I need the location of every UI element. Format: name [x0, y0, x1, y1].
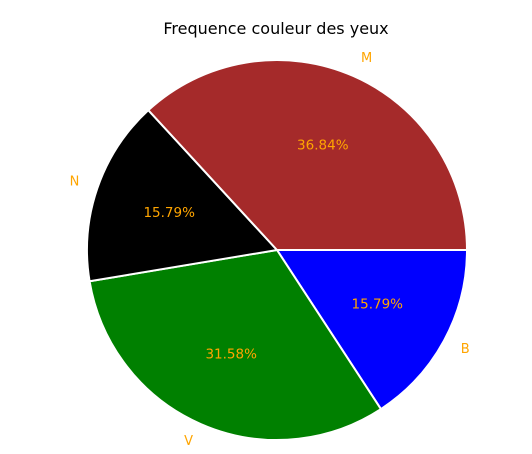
- pie-slice-m: [147, 59, 468, 251]
- chart-title: Frequence couleur des yeux: [163, 19, 388, 38]
- slice-label-m: M: [361, 51, 372, 66]
- slice-percent-b: 15.79%: [352, 296, 404, 312]
- slice-label-v: V: [184, 434, 193, 449]
- slice-percent-m: 36.84%: [297, 138, 349, 154]
- pie-slices: [86, 59, 468, 441]
- slice-label-b: B: [461, 342, 470, 357]
- slice-label-n: N: [70, 175, 80, 190]
- slice-percent-v: 31.58%: [205, 346, 257, 362]
- pie-slice-n: [86, 109, 278, 283]
- pie-slice-b: [276, 249, 468, 411]
- slice-percent-n: 15.79%: [143, 205, 195, 221]
- pie-slice-v: [88, 249, 382, 441]
- pie-labels: B 15.79% V 31.58% N 15.79% M 36.84%: [70, 51, 470, 449]
